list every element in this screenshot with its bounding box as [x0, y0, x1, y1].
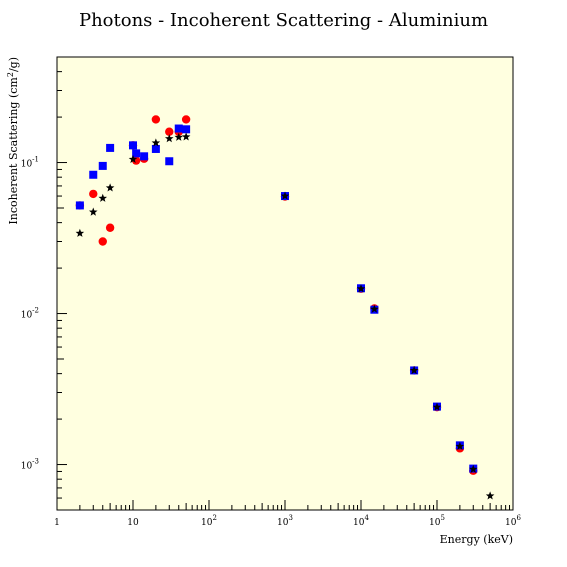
y-tick-label-exponent: -2 — [32, 307, 39, 315]
y-axis-label: Incoherent Scattering (cm2/g) — [6, 57, 21, 225]
x-tick-label: 103 — [277, 514, 293, 528]
plot-area — [56, 56, 514, 511]
x-tick-label-exponent: 3 — [288, 514, 292, 522]
data-point-circle — [105, 223, 115, 232]
data-point-square — [140, 152, 149, 161]
x-tick-label: 105 — [429, 514, 445, 528]
data-point-star — [88, 207, 98, 216]
data-point-square — [182, 125, 191, 134]
data-point-circle — [98, 237, 107, 246]
y-axis-label-base: Incoherent Scattering (cm — [7, 77, 20, 225]
data-point-star — [151, 138, 161, 147]
y-tick-label: 10-3 — [21, 458, 39, 472]
data-point-circle — [165, 127, 174, 136]
data-point-star — [75, 228, 85, 237]
y-tick-label-exponent: -1 — [32, 156, 39, 164]
x-tick-label: 10 — [127, 518, 139, 528]
x-tick-label-base: 10 — [429, 518, 441, 528]
x-tick-label-base: 10 — [127, 518, 139, 528]
data-point-star — [356, 284, 366, 293]
data-point-square — [75, 201, 84, 210]
x-tick-label: 104 — [353, 514, 369, 528]
x-tick-label-exponent: 6 — [516, 514, 521, 522]
data-point-circle — [151, 115, 161, 124]
y-tick-label-exponent: -3 — [32, 458, 39, 466]
data-point-circle — [89, 189, 98, 199]
data-point-square — [89, 170, 98, 179]
data-point-star — [164, 134, 174, 143]
data-point-square — [106, 143, 115, 152]
data-point-star — [485, 491, 495, 500]
x-tick-label: 102 — [201, 514, 217, 528]
y-axis-label-superscript: 2 — [6, 72, 15, 77]
y-tick-label-base: 10 — [21, 160, 33, 170]
data-point-square — [129, 141, 137, 150]
data-point-square — [174, 124, 183, 133]
x-tick-label-exponent: 5 — [440, 514, 444, 522]
y-tick-label-base: 10 — [21, 462, 33, 472]
chart-title: Photons - Incoherent Scattering - Alumin… — [78, 10, 489, 31]
data-point-square — [98, 161, 107, 170]
data-point-star — [174, 132, 184, 141]
x-tick-label-exponent: 4 — [364, 514, 369, 522]
y-tick-label: 10-2 — [21, 307, 39, 321]
x-tick-label-base: 10 — [505, 518, 517, 528]
data-point-star — [105, 183, 115, 192]
x-tick-label-exponent: 2 — [212, 514, 216, 522]
data-point-star — [280, 191, 290, 200]
data-marks — [75, 115, 495, 500]
x-tick-label: 1 — [54, 518, 60, 528]
data-point-star — [432, 402, 442, 411]
x-tick-label-base: 1 — [54, 518, 60, 528]
data-point-square — [132, 149, 141, 158]
x-axis-label: Energy (keV) — [440, 533, 513, 546]
data-point-square — [151, 144, 160, 153]
x-tick-label-base: 10 — [277, 518, 289, 528]
data-point-star — [181, 132, 191, 141]
data-point-star — [128, 154, 138, 163]
data-point-star — [455, 441, 465, 450]
x-tick-label-base: 10 — [201, 518, 213, 528]
data-point-star — [409, 365, 419, 375]
x-tick-label-base: 10 — [353, 518, 365, 528]
data-point-star — [468, 464, 478, 473]
y-tick-label: 10-1 — [21, 156, 39, 170]
data-point-star — [370, 304, 379, 313]
data-point-circle — [181, 115, 191, 124]
y-tick-label-base: 10 — [21, 311, 33, 321]
data-point-square — [165, 157, 174, 166]
data-point-star — [98, 193, 108, 202]
x-tick-label: 106 — [505, 514, 521, 528]
y-axis-label-tail: /g) — [7, 57, 20, 72]
